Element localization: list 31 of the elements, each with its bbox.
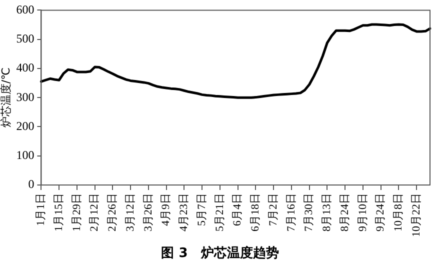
- x-tick-label: 4月9日: [160, 193, 172, 226]
- x-tick-label: 1月29日: [70, 193, 83, 232]
- y-tick-label: 600: [16, 2, 34, 16]
- x-tick-label: 3月12日: [124, 193, 136, 232]
- x-tick-label: 1月1日: [35, 193, 48, 226]
- x-tick-label: 6月4日: [232, 193, 244, 226]
- y-tick-label: 500: [16, 31, 34, 46]
- text: 图 3 炉芯温度趋势: [160, 244, 280, 262]
- x-tick-label: 2月26日: [106, 193, 119, 232]
- y-tick-label: 0: [28, 177, 34, 192]
- x-tick-label: 5月21日: [214, 193, 226, 232]
- x-tick-label: 10月22日: [410, 193, 422, 237]
- x-tick-label: 5月7日: [196, 193, 208, 226]
- x-tick-label: 4月23日: [178, 193, 190, 232]
- x-tick-label: 3月26日: [142, 193, 154, 232]
- x-tick-label: 8月24日: [338, 193, 351, 232]
- x-tick-label: 6月18日: [250, 193, 262, 232]
- x-tick-label: 10月8日: [392, 193, 405, 232]
- y-axis-title: 炉芯温度/℃: [0, 68, 12, 128]
- x-tick-label: 7月2日: [267, 193, 280, 226]
- x-tick-label: 1月15日: [52, 193, 65, 232]
- y-tick-label: 300: [16, 90, 34, 104]
- x-tick-label: 8月13日: [321, 193, 334, 232]
- x-tick-label: 2月12日: [88, 193, 101, 232]
- y-tick-label: 200: [16, 118, 34, 133]
- x-tick-label: 7月16日: [285, 193, 298, 232]
- x-tick-label: 9月24日: [374, 193, 387, 232]
- y-tick-label: 100: [16, 148, 34, 162]
- x-tick-label: 9月10日: [356, 193, 369, 232]
- x-tick-label: 7月30日: [303, 193, 316, 232]
- y-tick-label: 400: [16, 60, 34, 75]
